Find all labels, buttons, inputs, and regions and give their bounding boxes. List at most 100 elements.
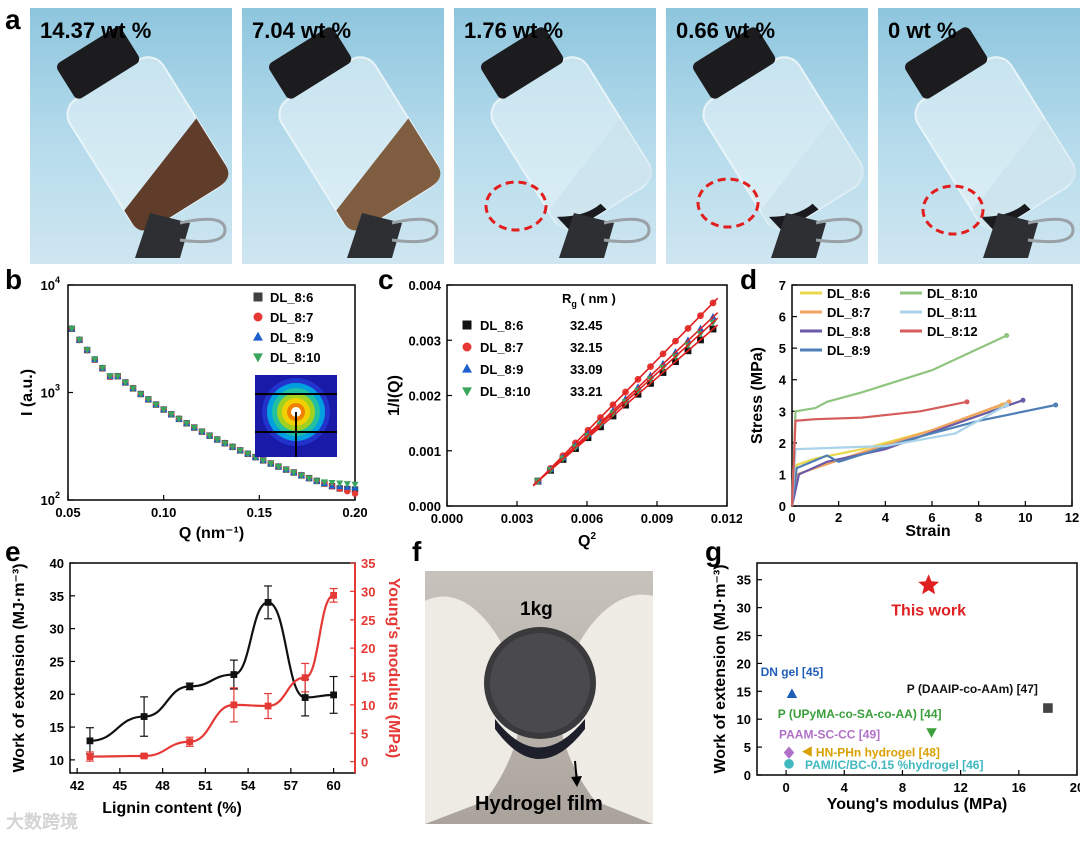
x-tick-label-c-0.012: 0.012 xyxy=(711,511,742,526)
point-e-right-2 xyxy=(186,738,194,746)
point-label-g-1: DN gel [45] xyxy=(761,665,824,679)
photo-vial-1: 14.37 wt % xyxy=(30,8,232,264)
x-tick-label-e-51: 51 xyxy=(198,778,212,793)
panel-letter-g: g xyxy=(705,536,723,567)
x-tick-label-d-6: 6 xyxy=(928,510,935,525)
plot-frame-g xyxy=(756,562,1078,776)
x-tick-label-c-0.003: 0.003 xyxy=(501,511,534,526)
point-g-1 xyxy=(786,688,798,698)
point-b-DL_8:10-28 xyxy=(282,467,290,474)
y-right-tick-label-e-35: 35 xyxy=(361,556,375,571)
x-tick-label-b-0.10: 0.10 xyxy=(151,505,176,520)
binder-handle-3 xyxy=(603,217,651,244)
y-right-tick-label-e-30: 30 xyxy=(361,584,375,599)
concentration-label-2: 7.04 wt % xyxy=(252,18,352,43)
x-tick-label-d-10: 10 xyxy=(1018,510,1032,525)
break-point-d-DL_8:8 xyxy=(1020,397,1026,403)
legend-label-d-DL_8:10: DL_8:10 xyxy=(927,286,978,301)
point-e-left-2 xyxy=(186,682,194,690)
point-g-0 xyxy=(918,574,940,595)
photo-vial-2: 7.04 wt % xyxy=(242,8,444,264)
point-label-g-6: PAM/IC/BC-0.15 %hydrogel [46] xyxy=(805,758,983,772)
legend-marker-b-DL_8:10 xyxy=(253,353,263,363)
vial-illustration-5 xyxy=(905,27,1077,258)
legend-label-d-DL_8:11: DL_8:11 xyxy=(927,305,977,320)
x-tick-label-e-57: 57 xyxy=(284,778,298,793)
y-tick-label-e-40: 40 xyxy=(50,556,64,571)
y-tick-label-c-0.002: 0.002 xyxy=(408,389,441,404)
x-tick-label-b-0.05: 0.05 xyxy=(55,505,80,520)
y-tick-label-d-6: 6 xyxy=(779,310,786,325)
x-tick-label-g-16: 16 xyxy=(1012,780,1026,795)
point-e-left-5 xyxy=(301,694,309,701)
point-b-DL_8:10-9 xyxy=(137,391,145,398)
point-label-g-0: This work xyxy=(891,602,966,619)
chart-g-comparison: 0 4 8 12 16 20 0 5 10 15 20 25 30 35 Young's modulus (… xyxy=(700,545,1080,839)
legend-label-c-DL_8:10: DL_8:10 xyxy=(480,384,531,399)
y-tick-label-d-4: 4 xyxy=(779,373,787,388)
point-e-left-3 xyxy=(230,671,238,678)
legend-label-b-DL_8:7: DL_8:7 xyxy=(270,310,313,325)
legend-label-c-DL_8:7: DL_8:7 xyxy=(480,340,523,355)
x-axis-label-d: Strain xyxy=(905,523,950,540)
y-axis-label-c: 1/I(Q) xyxy=(386,375,403,416)
y-right-tick-label-e-5: 5 xyxy=(361,726,368,741)
point-b-DL_8:10-31 xyxy=(305,475,313,483)
vial-cap-2 xyxy=(269,27,352,99)
point-label-g-5: HN-PHn hydrogel [48] xyxy=(816,746,940,760)
point-b-DL_8:10-27 xyxy=(274,464,282,471)
concentration-label-5: 0 wt % xyxy=(888,18,957,43)
break-point-d-DL_8:9 xyxy=(1053,402,1059,408)
binder-clip-3 xyxy=(559,213,614,258)
x-tick-label-c-0.000: 0.000 xyxy=(431,511,464,526)
y-tick-label-g-15: 15 xyxy=(737,684,751,699)
point-b-DL_8:10-6 xyxy=(114,373,122,381)
cb-g-svg: 0 4 8 12 16 20 0 5 10 15 20 25 30 35 Young's modulus (… xyxy=(712,562,1080,813)
y-tick-label-g-5: 5 xyxy=(744,740,751,755)
point-b-DL_8:10-15 xyxy=(183,420,191,428)
y-tick-label-b-4: 104 xyxy=(41,275,60,293)
x-axis-label-c: Q2 xyxy=(578,531,596,550)
watermark-text: 大数跨境 xyxy=(6,812,78,832)
point-b-DL_8:10-21 xyxy=(229,444,237,451)
y-right-tick-label-e-20: 20 xyxy=(361,641,375,656)
point-b-DL_8:10-4 xyxy=(98,365,106,372)
x-tick-label-d-4: 4 xyxy=(882,510,890,525)
curve-d-DL_8:6 xyxy=(790,403,1003,507)
point-g-5 xyxy=(802,746,812,757)
y-tick-label-d-0: 0 xyxy=(779,499,786,514)
x-tick-label-b-0.15: 0.15 xyxy=(247,505,272,520)
point-b-DL_8:10-5 xyxy=(106,373,114,380)
point-b-DL_8:10-12 xyxy=(160,406,168,414)
y-tick-label-g-10: 10 xyxy=(737,712,751,727)
point-b-DL_8:10-10 xyxy=(144,396,152,404)
x-tick-label-g-4: 4 xyxy=(841,780,849,795)
vial-cap-5 xyxy=(905,27,988,99)
point-b-DL_8:10-0 xyxy=(68,326,76,333)
x-tick-label-d-12: 12 xyxy=(1065,510,1079,525)
weight-disc-inner-shape xyxy=(490,633,590,733)
binder-handle-2 xyxy=(391,217,439,244)
x-tick-label-e-54: 54 xyxy=(241,778,256,793)
x-axis-label-b: Q (nm⁻¹) xyxy=(179,525,244,542)
x-tick-label-c-0.006: 0.006 xyxy=(571,511,604,526)
point-e-right-0 xyxy=(86,753,94,760)
curve-e-right xyxy=(89,594,335,758)
concentration-label-4: 0.66 wt % xyxy=(676,18,776,43)
point-b-DL_8:10-35 xyxy=(336,480,344,487)
photo-f-hydrogel: 1kg Hydrogel film xyxy=(425,571,653,824)
legend-label-b-DL_8:10: DL_8:10 xyxy=(270,350,321,365)
break-point-d-DL_8:11 xyxy=(1004,402,1010,408)
weight-label: 1kg xyxy=(520,599,553,620)
curve-e-left xyxy=(89,601,334,742)
point-e-left-6 xyxy=(330,691,338,699)
point-b-DL_8:10-34 xyxy=(328,479,336,487)
panel-letter-c: c xyxy=(378,264,394,295)
point-label-g-4: PAAM-SC-CC [49] xyxy=(779,728,880,742)
legend-label-c-DL_8:6: DL_8:6 xyxy=(480,318,523,333)
concentration-label-3: 1.76 wt % xyxy=(464,18,564,43)
legend-label-d-DL_8:9: DL_8:9 xyxy=(827,343,870,358)
chart-c-guinier: 0.000 0.003 0.006 0.009 0.012 0.000 0.001 0.002… xyxy=(372,270,743,550)
y-tick-label-e-20: 20 xyxy=(50,687,64,702)
